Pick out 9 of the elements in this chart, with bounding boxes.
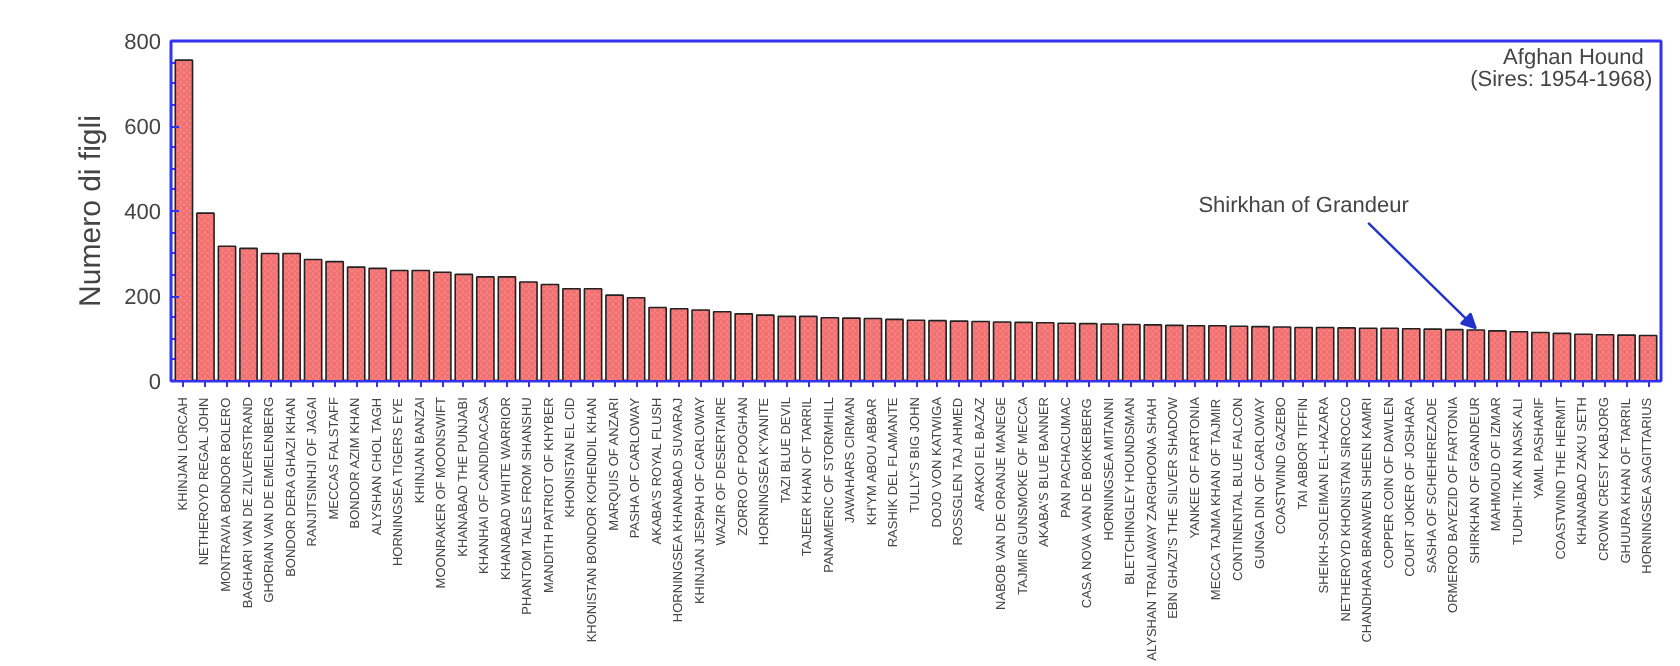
y-tick-label: 200 <box>124 286 162 310</box>
text: (Sires: 1954-1968) <box>1470 68 1653 93</box>
y-tick-label: 800 <box>124 31 162 55</box>
y-tick-label: 0 <box>148 371 162 395</box>
y-tick-label: 400 <box>124 201 162 225</box>
chart-title: Afghan Hound <box>1503 46 1644 71</box>
y-axis-title: Numero di figli <box>74 115 109 307</box>
annotation: Shirkhan of Grandeur <box>1198 193 1410 218</box>
y-tick-label: 600 <box>124 116 162 140</box>
